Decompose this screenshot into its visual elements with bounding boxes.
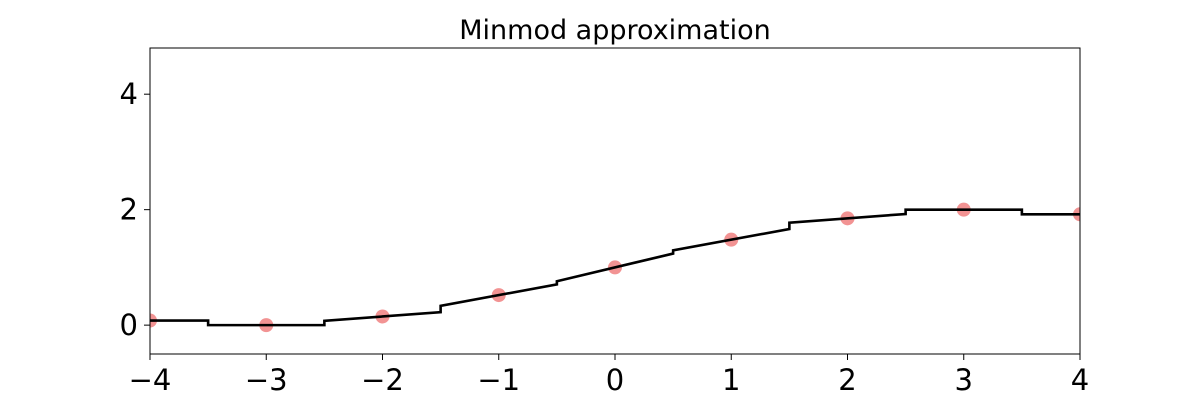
plot-area — [150, 202, 1080, 333]
axis-ticks: −4 −3 −2 −1 0 1 2 3 4 0 2 4 — [120, 77, 1090, 397]
x-tick-label: −1 — [477, 363, 520, 397]
y-tick-label: 4 — [120, 77, 138, 111]
x-tick-label: 1 — [722, 363, 740, 397]
axes-frame — [149, 47, 1081, 355]
x-tick-label: −4 — [129, 363, 172, 397]
x-tick-label: −2 — [361, 363, 404, 397]
x-tick-label: 4 — [1071, 363, 1089, 397]
minmod-reconstruction-line — [150, 208, 1080, 327]
y-tick-label: 0 — [120, 308, 138, 342]
x-tick-label: 0 — [606, 363, 624, 397]
chart-title: Minmod approximation — [459, 15, 771, 46]
x-tick-label: 3 — [955, 363, 973, 397]
y-tick-label: 2 — [120, 193, 138, 227]
x-tick-label: 2 — [838, 363, 856, 397]
x-tick-label: −3 — [245, 363, 288, 397]
